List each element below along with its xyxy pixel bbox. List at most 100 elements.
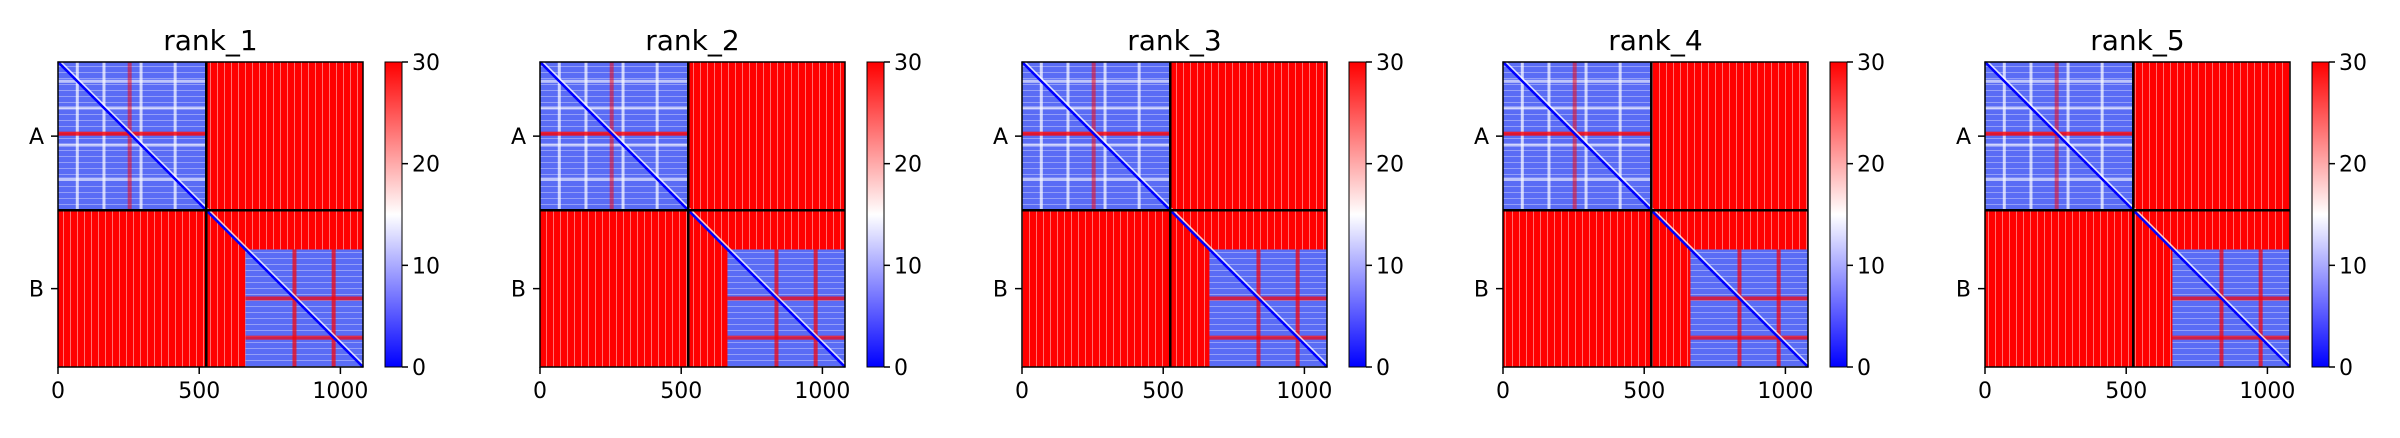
diagonal-edge bbox=[542, 61, 846, 365]
panel-5: rank_5 0 500 1000 A B 0 10 20 30 bbox=[1956, 24, 2367, 404]
block-A-stripe bbox=[1985, 143, 2134, 147]
diagonal bbox=[1502, 61, 1809, 368]
chain-label: B bbox=[511, 278, 526, 303]
block-B-far-col bbox=[1776, 249, 1781, 367]
x-tick-label: 0 bbox=[51, 379, 65, 404]
block-B-far-col bbox=[2219, 249, 2224, 367]
axes-frame bbox=[539, 61, 846, 368]
block-A-far-col bbox=[609, 62, 614, 211]
block-A-stripe bbox=[75, 62, 79, 211]
colorbar-tick-label: 0 bbox=[2339, 356, 2353, 381]
block-A-stripe bbox=[584, 62, 588, 211]
block-A-stripe bbox=[58, 177, 207, 181]
block-B-far-row bbox=[1690, 335, 1808, 340]
block-A-stripe bbox=[1520, 62, 1524, 211]
block-A-stripe bbox=[58, 79, 207, 83]
axes-frame bbox=[1502, 61, 1809, 368]
panel-2: rank_2 0 500 1000 A B 0 10 20 30 bbox=[511, 24, 922, 404]
block-A-stripe bbox=[58, 143, 207, 147]
x-tick-label: 500 bbox=[2105, 379, 2147, 404]
colorbar-tick-label: 10 bbox=[1857, 254, 1885, 279]
block-A-stripe bbox=[1503, 143, 1652, 147]
block-B-far-row bbox=[2172, 335, 2290, 340]
block-A-stripe bbox=[1985, 79, 2134, 83]
block-A-far-col bbox=[2054, 62, 2059, 211]
chain-label: B bbox=[1956, 278, 1971, 303]
colorbar: 0 10 20 30 bbox=[1829, 51, 1885, 381]
colorbar-gradient bbox=[866, 61, 885, 368]
block-B-far-row bbox=[1690, 296, 1808, 301]
block-B-far-col bbox=[1737, 249, 1742, 367]
colorbar-gradient bbox=[1829, 61, 1848, 368]
chain-label: A bbox=[993, 125, 1008, 150]
panel-title: rank_3 bbox=[1127, 24, 1221, 57]
chain-label: B bbox=[993, 278, 1008, 303]
panel-4: rank_4 0 500 1000 A B 0 10 20 30 bbox=[1474, 24, 1885, 404]
block-A-stripe bbox=[173, 62, 177, 211]
x-tick-label: 500 bbox=[1623, 379, 1665, 404]
colorbar-tick-label: 0 bbox=[1857, 356, 1871, 381]
panel-title: rank_1 bbox=[163, 24, 257, 57]
diagonal-edge bbox=[60, 61, 364, 365]
block-A-stripe bbox=[1547, 62, 1551, 211]
block-A-stripe bbox=[1137, 62, 1141, 211]
chain-label: B bbox=[1474, 278, 1489, 303]
colorbar-tick-label: 10 bbox=[1376, 254, 1404, 279]
block-B-far-row bbox=[1209, 296, 1327, 301]
colorbar-tick-label: 20 bbox=[894, 153, 922, 178]
colorbar-gradient bbox=[2311, 61, 2330, 368]
diagonal bbox=[1021, 61, 1328, 368]
block-B-far-col bbox=[813, 249, 818, 367]
colorbar-gradient bbox=[384, 61, 403, 368]
block-A-stripe bbox=[2002, 62, 2006, 211]
colorbar-tick-label: 20 bbox=[412, 153, 440, 178]
x-tick-label: 1000 bbox=[2239, 379, 2295, 404]
block-B-far-row bbox=[727, 335, 845, 340]
diagonal bbox=[539, 61, 846, 368]
colorbar-tick-label: 20 bbox=[2339, 153, 2367, 178]
block-A-stripe bbox=[58, 106, 207, 110]
block-B-far-row bbox=[2172, 296, 2290, 301]
block-A-far-col bbox=[1572, 62, 1577, 211]
block-B-far-col bbox=[1295, 249, 1300, 367]
x-tick-label: 1000 bbox=[794, 379, 850, 404]
chain-label: B bbox=[29, 278, 44, 303]
block-B-far-row bbox=[1209, 335, 1327, 340]
colorbar-tick-label: 0 bbox=[412, 356, 426, 381]
colorbar: 0 10 20 30 bbox=[384, 51, 440, 381]
x-tick-label: 500 bbox=[660, 379, 702, 404]
block-A-stripe bbox=[2029, 62, 2033, 211]
block-A-stripe bbox=[1985, 177, 2134, 181]
block-A-stripe bbox=[621, 62, 625, 211]
colorbar-tick-label: 30 bbox=[894, 51, 922, 76]
panel-title: rank_2 bbox=[645, 24, 739, 57]
diagonal-edge bbox=[1024, 61, 1328, 365]
diagonal bbox=[1984, 61, 2291, 368]
x-tick-label: 1000 bbox=[1757, 379, 1813, 404]
colorbar-tick-label: 30 bbox=[1376, 51, 1404, 76]
block-A-stripe bbox=[1584, 62, 1588, 211]
diagonal-edge bbox=[1505, 61, 1809, 365]
block-A-stripe bbox=[655, 62, 659, 211]
block-B-far-col bbox=[331, 249, 336, 367]
colorbar: 0 10 20 30 bbox=[1348, 51, 1404, 381]
colorbar-tick-label: 30 bbox=[412, 51, 440, 76]
chain-label: A bbox=[1956, 125, 1971, 150]
x-tick-label: 0 bbox=[1496, 379, 1510, 404]
x-tick-label: 500 bbox=[1142, 379, 1184, 404]
colorbar-tick-label: 20 bbox=[1376, 153, 1404, 178]
colorbar-tick-label: 10 bbox=[2339, 254, 2367, 279]
panel-title: rank_5 bbox=[2090, 24, 2184, 57]
chain-label: A bbox=[1474, 125, 1489, 150]
panel-1: rank_1 0 500 1000 A B 0 10 20 30 bbox=[29, 24, 440, 404]
block-B-far-row bbox=[245, 296, 363, 301]
block-A-stripe bbox=[1022, 177, 1171, 181]
block-A-stripe bbox=[1618, 62, 1622, 211]
colorbar-tick-label: 30 bbox=[2339, 51, 2367, 76]
block-A-stripe bbox=[1066, 62, 1070, 211]
block-B-far-col bbox=[2258, 249, 2263, 367]
block-A-stripe bbox=[102, 62, 106, 211]
x-tick-label: 0 bbox=[533, 379, 547, 404]
diagonal-edge bbox=[1987, 61, 2291, 365]
